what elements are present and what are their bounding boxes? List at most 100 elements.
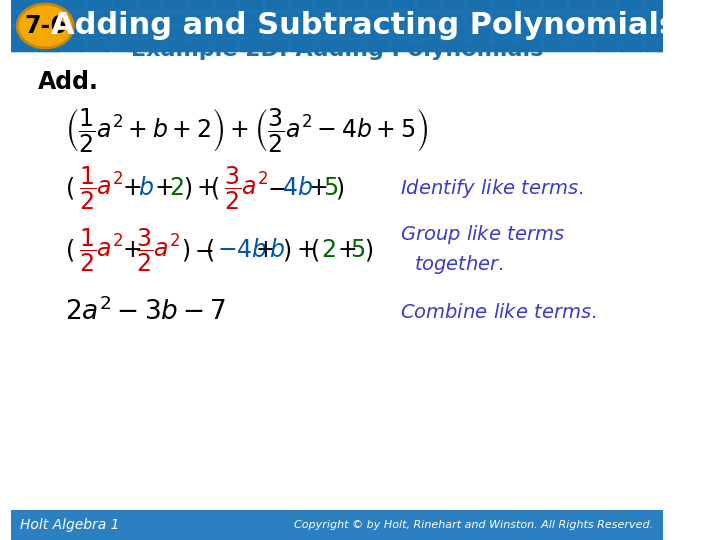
Text: $\dfrac{1}{2}a^2$: $\dfrac{1}{2}a^2$ xyxy=(78,164,123,212)
Bar xyxy=(366,26,390,38)
Bar xyxy=(62,40,85,52)
Text: $\it{together.}$: $\it{together.}$ xyxy=(414,253,504,276)
Bar xyxy=(62,26,85,38)
Text: $-4b$: $-4b$ xyxy=(217,238,268,262)
Bar xyxy=(644,0,668,10)
Text: $\dfrac{3}{2}a^2$: $\dfrac{3}{2}a^2$ xyxy=(136,226,180,274)
Text: $\it{Identify\ like\ terms.}$: $\it{Identify\ like\ terms.}$ xyxy=(400,177,584,199)
Bar xyxy=(239,12,263,24)
Bar xyxy=(289,40,313,52)
Bar xyxy=(391,0,415,10)
Bar xyxy=(341,0,364,10)
Bar xyxy=(189,40,212,52)
Bar xyxy=(644,12,668,24)
Bar xyxy=(189,26,212,38)
Bar xyxy=(11,0,35,10)
Text: $+$: $+$ xyxy=(154,176,173,200)
Bar xyxy=(138,12,161,24)
Bar xyxy=(391,26,415,38)
Bar xyxy=(11,40,35,52)
Bar xyxy=(467,26,490,38)
Bar xyxy=(112,0,136,10)
Text: $\left.\right)$: $\left.\right)$ xyxy=(181,237,190,263)
Bar xyxy=(391,12,415,24)
Bar xyxy=(87,26,110,38)
Bar xyxy=(644,26,668,38)
Bar xyxy=(569,12,592,24)
Bar xyxy=(36,26,60,38)
Bar xyxy=(467,40,490,52)
Bar xyxy=(518,0,541,10)
Bar xyxy=(239,40,263,52)
Text: $-$: $-$ xyxy=(267,176,287,200)
Bar xyxy=(264,26,288,38)
Text: $\dfrac{3}{2}a^2$: $\dfrac{3}{2}a^2$ xyxy=(224,164,268,212)
Text: $\left(\right.$: $\left(\right.$ xyxy=(66,175,74,201)
Text: $5$: $5$ xyxy=(351,238,366,262)
Bar xyxy=(264,40,288,52)
FancyBboxPatch shape xyxy=(11,510,662,540)
Text: $\left.\right)$: $\left.\right)$ xyxy=(282,237,292,263)
Bar xyxy=(87,12,110,24)
Text: $\left(\right.$: $\left(\right.$ xyxy=(66,237,74,263)
Bar xyxy=(62,0,85,10)
Text: $\dfrac{1}{2}a^2$: $\dfrac{1}{2}a^2$ xyxy=(78,226,123,274)
Text: $+$: $+$ xyxy=(122,238,141,262)
Text: $\it{Group\ like\ terms}$: $\it{Group\ like\ terms}$ xyxy=(400,224,565,246)
Text: Example 2D: Adding Polynomials: Example 2D: Adding Polynomials xyxy=(130,40,543,60)
Bar xyxy=(36,0,60,10)
Bar xyxy=(492,40,516,52)
Text: $\left(\right.$: $\left(\right.$ xyxy=(310,237,319,263)
Bar xyxy=(442,12,465,24)
Bar xyxy=(416,40,440,52)
Bar xyxy=(492,26,516,38)
Text: $4b$: $4b$ xyxy=(282,176,313,200)
Bar xyxy=(416,26,440,38)
Bar xyxy=(214,12,237,24)
Bar xyxy=(87,40,110,52)
Bar xyxy=(214,26,237,38)
Bar xyxy=(36,40,60,52)
Bar xyxy=(569,26,592,38)
Bar xyxy=(442,40,465,52)
Text: $-$: $-$ xyxy=(194,238,213,262)
Bar xyxy=(264,0,288,10)
Text: $\it{Combine\ like\ terms.}$: $\it{Combine\ like\ terms.}$ xyxy=(400,302,597,321)
Bar xyxy=(569,0,592,10)
Bar xyxy=(138,26,161,38)
Bar xyxy=(518,26,541,38)
Bar xyxy=(341,12,364,24)
Text: $b$: $b$ xyxy=(138,176,153,200)
Text: Adding and Subtracting Polynomials: Adding and Subtracting Polynomials xyxy=(51,10,677,39)
Bar xyxy=(112,12,136,24)
Text: $\left(\dfrac{1}{2}a^2 + b + 2\right) + \left(\dfrac{3}{2}a^2 - 4b + 5\right)$: $\left(\dfrac{1}{2}a^2 + b + 2\right) + … xyxy=(66,106,428,154)
Bar xyxy=(442,26,465,38)
Text: $+$: $+$ xyxy=(256,238,274,262)
Bar xyxy=(366,12,390,24)
Bar xyxy=(239,0,263,10)
Text: $\left.\right)$: $\left.\right)$ xyxy=(335,175,344,201)
Bar xyxy=(543,12,567,24)
Text: Holt Algebra 1: Holt Algebra 1 xyxy=(20,518,120,532)
Bar xyxy=(214,0,237,10)
Bar xyxy=(341,26,364,38)
Bar xyxy=(87,0,110,10)
Bar xyxy=(189,12,212,24)
Bar xyxy=(619,40,643,52)
Bar xyxy=(594,0,617,10)
Bar xyxy=(315,26,338,38)
Bar xyxy=(366,40,390,52)
Bar xyxy=(569,40,592,52)
Bar xyxy=(289,0,313,10)
FancyBboxPatch shape xyxy=(11,0,662,52)
Bar xyxy=(289,26,313,38)
Text: Copyright © by Holt, Rinehart and Winston. All Rights Reserved.: Copyright © by Holt, Rinehart and Winsto… xyxy=(294,520,654,530)
Bar xyxy=(189,0,212,10)
Bar xyxy=(11,26,35,38)
Bar xyxy=(619,0,643,10)
Text: 7-6: 7-6 xyxy=(24,14,67,38)
Bar xyxy=(289,12,313,24)
Bar xyxy=(138,0,161,10)
Bar xyxy=(315,40,338,52)
Bar xyxy=(543,26,567,38)
